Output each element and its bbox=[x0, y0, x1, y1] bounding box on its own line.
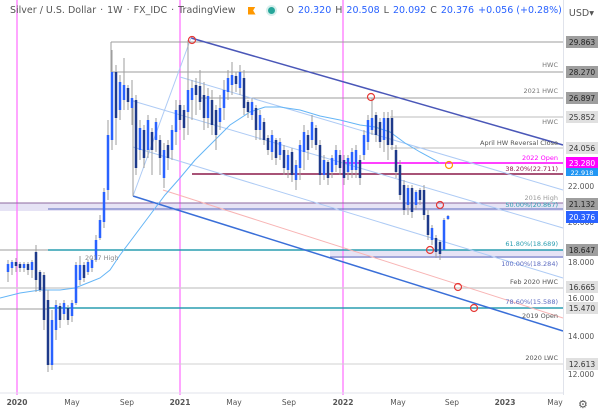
label-2019-open: 2019 Open bbox=[522, 312, 558, 320]
label-feb-2020-hwc: Feb 2020 HWC bbox=[510, 278, 558, 286]
pill-23280: 23.280 bbox=[569, 159, 595, 168]
ytick-18: 18.000 bbox=[568, 258, 594, 267]
label-hwc-28270: HWC bbox=[542, 61, 558, 69]
pill-23280-bg bbox=[566, 157, 598, 169]
pill-21132-bg bbox=[566, 198, 598, 210]
marker-2022-open-intersect bbox=[444, 160, 454, 170]
symbol-name[interactable]: Silver / U.S. Dollar bbox=[10, 5, 97, 16]
xtick-sep-2021: Sep bbox=[282, 398, 296, 407]
pill-22918-bg bbox=[566, 168, 598, 176]
fib-anchor bbox=[132, 37, 192, 197]
pill-22918: 22.918 bbox=[571, 169, 594, 177]
pill-21132: 21.132 bbox=[569, 200, 595, 209]
channel-upper bbox=[190, 37, 564, 146]
pill-12613-bg bbox=[566, 358, 598, 370]
ytick-14: 14.000 bbox=[568, 332, 594, 341]
xtick-may-2022: May bbox=[390, 398, 406, 407]
pill-28270: 28.270 bbox=[569, 68, 595, 77]
change-value: +0.056 (+0.28%) bbox=[478, 5, 562, 16]
xtick-2020: 2020 bbox=[7, 398, 28, 407]
high-label: H bbox=[335, 5, 343, 16]
marker-2020-high bbox=[187, 35, 197, 45]
pill-12613: 12.613 bbox=[569, 360, 595, 369]
pill-26897: 26.897 bbox=[569, 94, 595, 103]
ytick-16: 16.000 bbox=[568, 294, 594, 303]
channel-lower bbox=[132, 195, 564, 332]
marker-feb2020-intersect bbox=[453, 282, 463, 292]
pill-25852: 25.852 bbox=[569, 113, 595, 122]
pill-26897-bg bbox=[566, 92, 598, 104]
close-value: 20.376 bbox=[440, 5, 475, 16]
interval[interactable]: 1W bbox=[107, 5, 123, 16]
label-fib-382: 38.20%(22.711) bbox=[505, 165, 558, 173]
pill-25852-bg bbox=[566, 111, 598, 123]
label-fib-50: 50.00%(20.867) bbox=[505, 201, 558, 209]
marker-fib50-intersect bbox=[435, 200, 445, 210]
xtick-may-2020: May bbox=[64, 398, 80, 407]
low-label: L bbox=[383, 5, 389, 16]
currency-selector[interactable]: USD▾ bbox=[568, 8, 594, 19]
market-status-icon bbox=[267, 7, 275, 14]
pill-16665-bg bbox=[566, 281, 598, 293]
channel-inner-3 bbox=[132, 146, 564, 279]
chart-header: Silver / U.S. Dollar · 1W · FX_IDC · Tra… bbox=[10, 5, 562, 16]
label-2020-lwc: 2020 LWC bbox=[525, 354, 558, 362]
xtick-may-2023: May bbox=[547, 398, 563, 407]
ytick-22: 22.000 bbox=[568, 182, 594, 191]
close-label: C bbox=[430, 5, 437, 16]
ytick-12: 12.000 bbox=[568, 370, 594, 379]
pill-24056-bg bbox=[566, 142, 598, 154]
open-value: 20.320 bbox=[298, 5, 332, 16]
label-fib-618: 61.80%(18.689) bbox=[505, 240, 558, 248]
pill-18647-bg bbox=[566, 244, 598, 256]
resistance-zone bbox=[0, 203, 563, 211]
xtick-2022: 2022 bbox=[333, 398, 354, 407]
candles bbox=[6, 40, 450, 372]
marker-2019open-intersect bbox=[469, 303, 479, 313]
label-fib-786: 78.60%(15.588) bbox=[505, 298, 558, 306]
label-2017-high: 2017 High bbox=[85, 254, 119, 262]
label-2021-hwc: 2021 HWC bbox=[524, 87, 559, 95]
xtick-2021: 2021 bbox=[170, 398, 191, 407]
pill-current: 20.376 bbox=[569, 213, 595, 222]
marker-2022-high bbox=[366, 92, 376, 102]
label-2022-open: 2022 Open bbox=[522, 154, 558, 162]
pill-current-bg bbox=[566, 211, 598, 223]
support-zone bbox=[330, 250, 563, 258]
axis-separator bbox=[563, 0, 564, 395]
pill-29863-bg bbox=[566, 36, 598, 48]
label-hwc-25852: HWC bbox=[542, 118, 558, 126]
xtick-sep-2022: Sep bbox=[445, 398, 459, 407]
pill-24056: 24.056 bbox=[569, 144, 595, 153]
xtick-2023: 2023 bbox=[495, 398, 516, 407]
xtick-sep-2020: Sep bbox=[120, 398, 134, 407]
open-label: O bbox=[286, 5, 295, 16]
pill-28270-bg bbox=[566, 66, 598, 78]
pill-29863: 29.863 bbox=[569, 38, 595, 47]
label-fib-100: 100.00%(18.284) bbox=[501, 260, 558, 268]
pill-16665: 16.665 bbox=[569, 283, 595, 292]
settings-gear-icon[interactable]: ⚙ bbox=[578, 398, 588, 411]
low-value: 20.092 bbox=[392, 5, 427, 16]
pill-18647: 18.647 bbox=[569, 246, 595, 255]
label-2016-high: 2016 High bbox=[524, 194, 558, 202]
channel-pink bbox=[162, 189, 564, 319]
xtick-may-2021: May bbox=[226, 398, 242, 407]
data-source: FX_IDC bbox=[133, 5, 168, 16]
platform-name: TradingView bbox=[178, 5, 236, 16]
pill-15470: 15.470 bbox=[569, 304, 595, 313]
pill-15470-bg bbox=[566, 302, 598, 314]
marker-low bbox=[425, 245, 435, 255]
label-april-hw: April HW Reversal Close bbox=[480, 139, 558, 147]
flag-icon[interactable] bbox=[247, 6, 256, 15]
high-value: 20.508 bbox=[346, 5, 380, 16]
